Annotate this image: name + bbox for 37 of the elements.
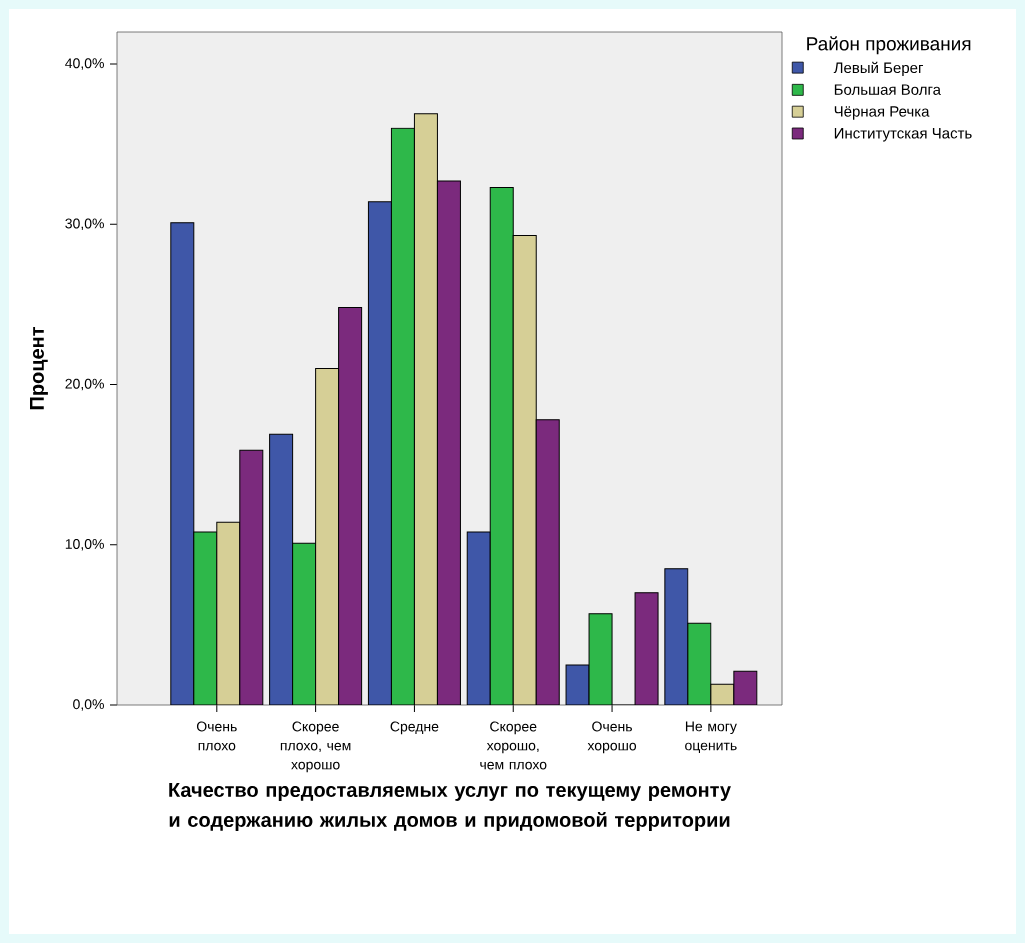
bar <box>414 113 438 706</box>
x-axis-title: Качество предоставляемых услуг по текущему ремонту и содержанию жилых домов и придомовой территории <box>169 783 731 832</box>
bar <box>437 181 461 706</box>
bar <box>338 307 362 706</box>
bar <box>368 201 392 706</box>
bar <box>664 568 689 706</box>
x-tick-label: Очень хорошо <box>587 721 637 754</box>
x-tick-label: Очень плохо <box>196 721 237 751</box>
bar <box>170 222 194 706</box>
bar <box>315 368 339 706</box>
y-tick-label: 40,0% <box>65 58 104 70</box>
x-tick-label: Средне <box>390 721 439 735</box>
y-tick-label: 10,0% <box>65 538 104 551</box>
y-tick-label: 0,0% <box>73 699 104 711</box>
x-tick-label: Скорее хорошо, чем плохо <box>480 721 547 770</box>
x-tick-label: Скорее плохо, чем хорошо <box>280 721 351 773</box>
bar <box>269 434 293 706</box>
bar <box>490 187 514 706</box>
legend-label: Левый Берег <box>833 61 924 77</box>
bar <box>467 531 491 706</box>
legend-label: Чёрная Речка <box>834 106 930 120</box>
bar <box>635 592 659 706</box>
bar <box>536 419 560 706</box>
x-tick-label: Не могу оценить <box>685 721 737 753</box>
legend-title: Район проживания <box>807 36 971 55</box>
legend-label: Институтская Часть <box>834 128 972 142</box>
y-tick-label: 20,0% <box>65 378 104 391</box>
y-axis-title: Процент <box>30 327 48 410</box>
bar <box>239 450 263 706</box>
bar <box>589 613 613 706</box>
legend-label: Большая Волга <box>834 84 941 95</box>
bar <box>513 235 537 706</box>
bar <box>292 543 316 706</box>
bar <box>391 128 415 706</box>
bar <box>193 531 217 706</box>
y-tick-label: 30,0% <box>65 218 104 231</box>
bar <box>216 522 240 706</box>
